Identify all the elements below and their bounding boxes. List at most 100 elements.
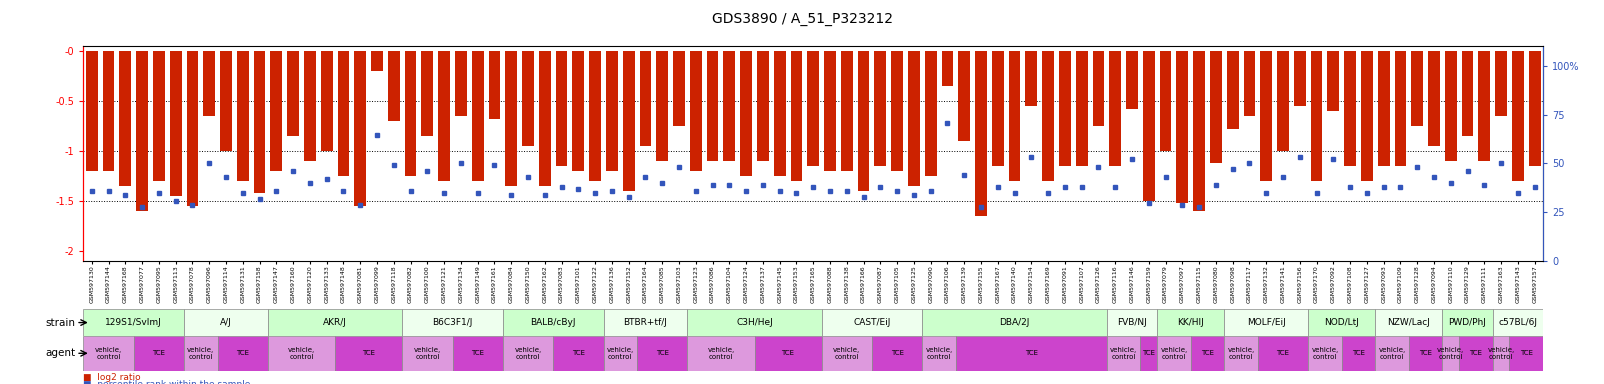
Bar — [1428, 51, 1440, 146]
Bar — [1261, 51, 1272, 181]
Bar — [1509, 336, 1543, 371]
Text: A/J: A/J — [220, 318, 233, 327]
Bar — [220, 51, 233, 151]
Bar — [573, 51, 584, 171]
Bar — [555, 51, 568, 166]
Bar — [502, 336, 553, 371]
Bar — [152, 51, 165, 181]
Bar — [991, 51, 1004, 166]
Bar — [438, 51, 451, 181]
Text: vehicle,
control: vehicle, control — [414, 347, 441, 360]
Bar — [1209, 51, 1222, 163]
Bar — [1513, 51, 1524, 181]
Text: MOLF/EiJ: MOLF/EiJ — [1246, 318, 1285, 327]
Text: TCE: TCE — [1519, 350, 1533, 356]
Text: vehicle,
control: vehicle, control — [707, 347, 735, 360]
Text: TCE: TCE — [890, 350, 903, 356]
Bar — [821, 309, 922, 336]
Bar — [184, 309, 268, 336]
Bar — [237, 51, 249, 181]
Text: TCE: TCE — [1201, 350, 1214, 356]
Bar — [1328, 51, 1339, 111]
Text: vehicle,
control: vehicle, control — [1487, 347, 1514, 360]
Bar — [186, 51, 199, 206]
Bar — [1493, 336, 1509, 371]
Text: GDS3890 / A_51_P323212: GDS3890 / A_51_P323212 — [712, 12, 892, 25]
Text: TCE: TCE — [1352, 350, 1365, 356]
Bar — [489, 51, 500, 119]
Bar — [1107, 309, 1156, 336]
Bar — [119, 51, 132, 186]
Bar — [589, 51, 602, 181]
Text: TCE: TCE — [656, 350, 669, 356]
Bar — [268, 309, 403, 336]
Bar — [456, 51, 467, 116]
Bar — [388, 51, 399, 121]
Bar — [1495, 51, 1508, 116]
Text: vehicle,
control: vehicle, control — [95, 347, 122, 360]
Bar — [287, 51, 298, 136]
Text: vehicle,
control: vehicle, control — [606, 347, 634, 360]
Bar — [640, 51, 651, 146]
Bar — [1126, 51, 1137, 109]
Bar — [1059, 51, 1071, 166]
Bar — [1461, 51, 1474, 136]
Bar — [321, 51, 332, 151]
Text: TCE: TCE — [781, 350, 794, 356]
Bar — [403, 336, 452, 371]
Bar — [1190, 336, 1224, 371]
Bar — [87, 51, 98, 171]
Text: ■  log2 ratio: ■ log2 ratio — [83, 373, 141, 382]
Bar — [1227, 51, 1238, 129]
Bar — [1309, 309, 1375, 336]
Text: TCE: TCE — [363, 350, 375, 356]
Bar — [791, 51, 802, 181]
Bar — [975, 51, 986, 216]
Bar — [606, 51, 618, 171]
Bar — [1493, 309, 1543, 336]
Bar — [1442, 309, 1493, 336]
Bar — [1442, 336, 1460, 371]
Bar — [354, 51, 366, 206]
Bar — [305, 51, 316, 161]
Text: BALB/cByJ: BALB/cByJ — [531, 318, 576, 327]
Bar — [253, 51, 265, 193]
Bar — [1309, 336, 1341, 371]
Bar — [754, 336, 821, 371]
Bar — [271, 51, 282, 171]
Bar — [1140, 336, 1156, 371]
Bar — [1362, 51, 1373, 181]
Text: TCE: TCE — [1277, 350, 1290, 356]
Text: NOD/LtJ: NOD/LtJ — [1325, 318, 1359, 327]
Bar — [840, 51, 853, 171]
Text: vehicle,
control: vehicle, control — [188, 347, 215, 360]
Bar — [922, 309, 1107, 336]
Bar — [1341, 336, 1375, 371]
Bar — [1258, 336, 1309, 371]
Text: vehicle,
control: vehicle, control — [1227, 347, 1254, 360]
Bar — [1344, 51, 1355, 166]
Text: AKR/J: AKR/J — [322, 318, 346, 327]
Bar — [403, 309, 502, 336]
Bar — [690, 51, 701, 171]
Bar — [133, 336, 184, 371]
Bar — [1009, 51, 1020, 181]
Bar — [404, 51, 417, 176]
Text: agent: agent — [45, 348, 75, 358]
Text: PWD/PhJ: PWD/PhJ — [1448, 318, 1487, 327]
Text: TCE: TCE — [152, 350, 165, 356]
Bar — [83, 336, 133, 371]
Bar — [1224, 309, 1309, 336]
Bar — [1394, 51, 1407, 166]
Text: CAST/EiJ: CAST/EiJ — [853, 318, 890, 327]
Text: vehicle,
control: vehicle, control — [1110, 347, 1137, 360]
Bar — [1460, 336, 1493, 371]
Bar — [807, 51, 820, 166]
Text: vehicle,
control: vehicle, control — [1378, 347, 1405, 360]
Text: TCE: TCE — [1469, 350, 1482, 356]
Bar — [1529, 51, 1540, 166]
Bar — [1294, 51, 1306, 106]
Bar — [1076, 51, 1088, 166]
Bar — [268, 336, 335, 371]
Bar — [136, 51, 148, 211]
